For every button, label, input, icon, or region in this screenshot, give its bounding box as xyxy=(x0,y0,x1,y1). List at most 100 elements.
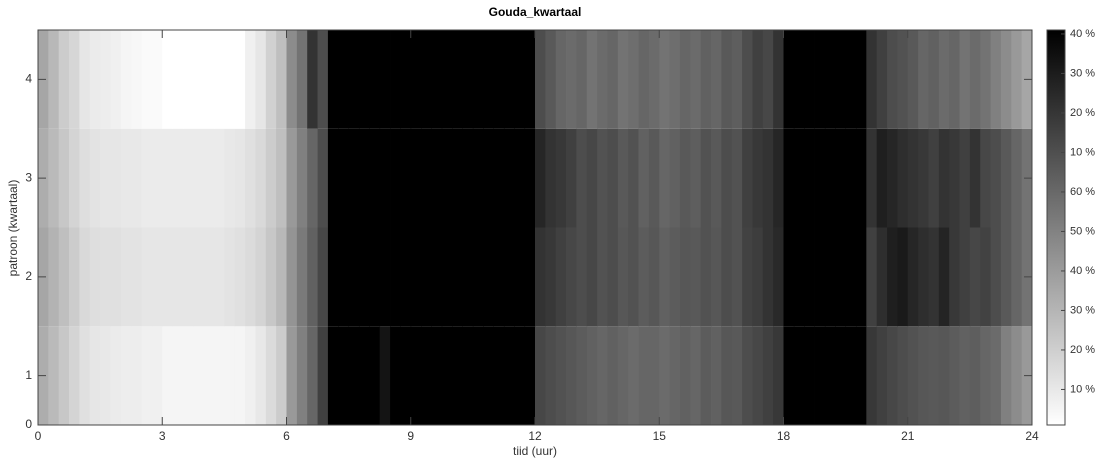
heatmap-cell xyxy=(824,227,836,327)
heatmap-cell xyxy=(938,128,950,228)
heatmap-cell xyxy=(276,30,287,129)
heatmap-cell xyxy=(327,128,339,228)
heatmap-cell xyxy=(348,227,360,327)
heatmap-cell xyxy=(58,227,70,327)
heatmap-cell xyxy=(835,30,847,129)
heatmap-cell xyxy=(617,227,629,327)
heatmap-cell xyxy=(804,326,815,425)
heatmap-cell xyxy=(1000,30,1012,129)
heatmap-cell xyxy=(162,128,174,228)
heatmap-cell xyxy=(762,30,774,129)
heatmap-cell xyxy=(369,227,381,327)
heatmap-cell xyxy=(286,227,298,327)
heatmap-cell xyxy=(783,227,795,327)
heatmap-cell xyxy=(545,326,557,425)
heatmap-cell xyxy=(555,227,567,327)
heatmap-cell xyxy=(472,30,484,129)
heatmap-cell xyxy=(58,326,70,425)
heatmap-cell xyxy=(462,128,474,228)
y-tick-label: 1 xyxy=(25,368,32,382)
heatmap-cell xyxy=(276,326,287,425)
heatmap-cell xyxy=(638,326,650,425)
heatmap-cell xyxy=(711,326,722,425)
heatmap-cell xyxy=(866,128,878,228)
heatmap-cell xyxy=(824,326,836,425)
heatmap-cell xyxy=(887,128,898,228)
heatmap-cell xyxy=(131,326,142,425)
heatmap-cell xyxy=(897,227,909,327)
colorbar-tick-label: 10 % xyxy=(1070,383,1095,395)
heatmap-cell xyxy=(348,30,360,129)
x-tick-label: 6 xyxy=(283,429,290,443)
heatmap-cell xyxy=(762,128,774,228)
heatmap-cell xyxy=(390,326,401,425)
heatmap-cell xyxy=(969,227,981,327)
heatmap-cell xyxy=(887,227,898,327)
heatmap-cell xyxy=(679,30,691,129)
heatmap-cell xyxy=(514,30,526,129)
heatmap-cell xyxy=(969,128,981,228)
heatmap-cell xyxy=(48,326,60,425)
heatmap-cell xyxy=(793,326,805,425)
heatmap-cell xyxy=(89,30,101,129)
heatmap-cell xyxy=(58,30,70,129)
heatmap-cell xyxy=(876,326,888,425)
x-tick-label: 24 xyxy=(1025,429,1039,443)
heatmap-cell xyxy=(597,128,608,228)
heatmap-cell xyxy=(234,227,246,327)
heatmap-cell xyxy=(814,128,826,228)
heatmap-cell xyxy=(120,30,132,129)
heatmap-cell xyxy=(431,227,443,327)
colorbar-tick-label: 10 % xyxy=(1070,146,1095,158)
heatmap-cell xyxy=(752,128,764,228)
heatmap-cell xyxy=(918,326,929,425)
heatmap-cell xyxy=(617,30,629,129)
heatmap-cell xyxy=(773,128,784,228)
heatmap-cell xyxy=(151,128,163,228)
heatmap-cell xyxy=(89,227,101,327)
heatmap-cell xyxy=(69,227,80,327)
heatmap-cell xyxy=(545,30,557,129)
heatmap-cell xyxy=(648,227,660,327)
heatmap-cell xyxy=(203,326,215,425)
heatmap-cell xyxy=(990,326,1002,425)
heatmap-cell xyxy=(607,128,619,228)
heatmap-cell xyxy=(421,227,432,327)
heatmap-cell xyxy=(762,227,774,327)
colorbar-tick-label: 40 % xyxy=(1070,28,1095,40)
heatmap-cell xyxy=(949,227,960,327)
heatmap xyxy=(38,30,1033,425)
heatmap-cell xyxy=(214,30,225,129)
heatmap-cell xyxy=(928,227,940,327)
heatmap-cell xyxy=(524,326,536,425)
heatmap-cell xyxy=(224,326,236,425)
heatmap-cell xyxy=(410,326,422,425)
colorbar-tick-label: 50 % xyxy=(1070,225,1095,237)
x-tick-label: 15 xyxy=(653,429,667,443)
heatmap-cell xyxy=(711,30,722,129)
heatmap-cell xyxy=(483,30,494,129)
heatmap-cell xyxy=(648,326,660,425)
heatmap-cell xyxy=(483,227,494,327)
heatmap-cell xyxy=(669,128,681,228)
heatmap-cell xyxy=(866,326,878,425)
heatmap-cell xyxy=(928,30,940,129)
heatmap-cell xyxy=(762,326,774,425)
heatmap-cell xyxy=(452,326,463,425)
colorbar-tick-label: 20 % xyxy=(1070,107,1095,119)
heatmap-cell xyxy=(224,227,236,327)
heatmap-cell xyxy=(980,326,991,425)
heatmap-cell xyxy=(255,128,267,228)
heatmap-cell xyxy=(358,128,370,228)
heatmap-cell xyxy=(907,128,919,228)
heatmap-cell xyxy=(100,326,111,425)
heatmap-cell xyxy=(503,30,515,129)
heatmap-cell xyxy=(855,30,867,129)
heatmap-cell xyxy=(804,128,815,228)
heatmap-cell xyxy=(421,326,432,425)
heatmap-cell xyxy=(472,128,484,228)
heatmap-cell xyxy=(100,128,111,228)
heatmap-cell xyxy=(131,128,142,228)
heatmap-cell xyxy=(255,227,267,327)
